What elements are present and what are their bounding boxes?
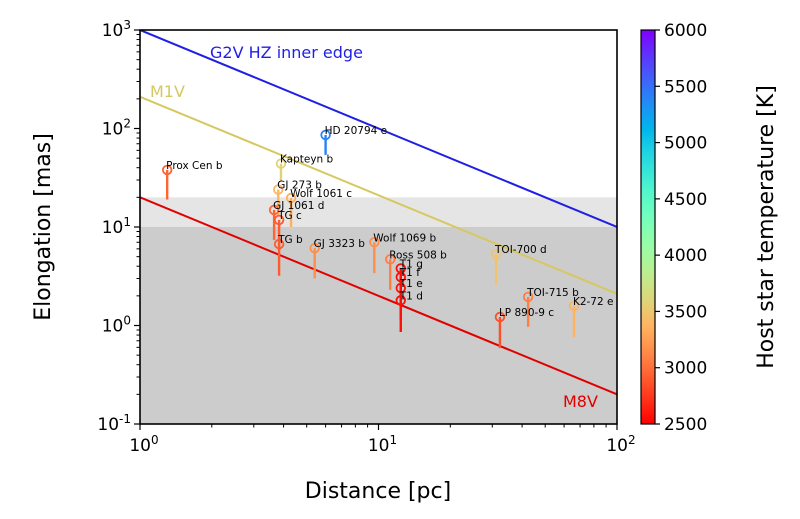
planet-label: Prox Cen b [166, 160, 223, 172]
reference-line-m1v [140, 95, 617, 295]
planet-label: T1 g [399, 258, 423, 270]
shaded-bands [140, 197, 617, 424]
colorbar-ticks: 2500 3000 3500 4000 4500 5000 5500 6000 [655, 21, 707, 435]
planet-point [161, 164, 173, 176]
x-tick-label: 102 [606, 433, 635, 456]
planet-marker: GJ 1061 d [268, 200, 324, 240]
colorbar-tick-label: 6000 [664, 21, 707, 41]
x-tick-label: 101 [368, 433, 397, 456]
planet-label: T1 f [399, 267, 420, 279]
planet-marker: LP 890-9 c [494, 307, 554, 349]
colorbar-label: Host star temperature [K] [754, 85, 779, 369]
planet-point [273, 184, 284, 195]
reference-line-g2v-hz-inner-edge [140, 30, 617, 228]
planet-point [268, 204, 280, 216]
planet-label: LP 890-9 c [499, 307, 554, 319]
planet-marker: Ross 508 b [385, 249, 447, 290]
reference-line-label: M8V [563, 392, 598, 411]
planet-point [320, 129, 331, 141]
planet-marker: Wolf 1061 c [285, 188, 352, 227]
reference-line-m8v [140, 196, 617, 396]
planet-label: GJ 3323 b [314, 238, 366, 250]
planet-label: Ross 508 b [389, 249, 447, 261]
planet-label: T1 e [399, 278, 423, 290]
planet-label: T1 d [399, 290, 423, 302]
planet-point [490, 248, 502, 260]
colorbar-tick-label: 5000 [664, 134, 707, 154]
colorbar-tick-label: 3000 [664, 359, 707, 379]
planet-label: GJ 273 b [277, 180, 322, 192]
colorbar-tick-label: 4500 [664, 190, 707, 210]
planet-point [568, 300, 580, 312]
shaded-band [140, 197, 617, 227]
planet-label: TG b [277, 234, 303, 246]
y-tick-label: 103 [102, 18, 131, 41]
planet-label: Wolf 1061 c [290, 188, 352, 200]
planet-label: GJ 1061 d [273, 200, 324, 212]
y-tick-label: 100 [102, 314, 131, 337]
planet-point [395, 271, 406, 283]
reference-lines [140, 30, 617, 396]
planet-point [275, 158, 287, 169]
y-tick-label: 102 [102, 117, 131, 140]
planet-point [285, 192, 297, 204]
planet-point [395, 282, 406, 294]
planet-marker: Kapteyn b [275, 154, 334, 182]
planet-marker: GJ 3323 b [309, 238, 366, 279]
colorbar-tick-label: 3500 [664, 302, 707, 322]
planet-marker: Wolf 1069 b [369, 232, 436, 274]
planet-marker: Prox Cen b [161, 160, 223, 200]
reference-line-label: M1V [150, 82, 185, 101]
planet-point [385, 254, 396, 265]
planet-label: TOI-715 b [526, 287, 579, 299]
planet-point [273, 214, 285, 226]
planet-marker: HD 20794 e [320, 125, 388, 155]
colorbar-tick-label: 4000 [664, 246, 707, 266]
planet-marker: TOI-715 b [522, 287, 579, 327]
y-axis-label: Elongation [mas] [31, 133, 56, 321]
planet-point [494, 311, 506, 323]
planet-marker: TG b [273, 234, 303, 276]
x-tick-label: 100 [129, 433, 158, 456]
planet-point [395, 295, 406, 306]
planet-point [522, 291, 534, 303]
planet-label: TOI-700 d [494, 244, 547, 256]
planet-label: HD 20794 e [325, 125, 388, 137]
y-tick-label: 10-1 [97, 412, 131, 435]
planet-label: Wolf 1069 b [373, 232, 436, 244]
planet-point [273, 238, 285, 250]
planet-point [369, 237, 380, 248]
x-axis-label: Distance [pc] [305, 479, 451, 504]
planet-marker: K2-72 e [568, 296, 614, 338]
planet-point [309, 242, 320, 254]
planet-label: K2-72 e [573, 296, 614, 308]
y-tick-label: 101 [102, 215, 131, 238]
planet-label: Kapteyn b [280, 154, 334, 166]
planet-marker: TOI-700 d [490, 244, 547, 285]
colorbar-tick-label: 5500 [664, 77, 707, 97]
colorbar [640, 29, 656, 425]
planet-marker: T1 d [395, 290, 423, 332]
colorbar-tick-label: 2500 [664, 415, 707, 435]
reference-line-label: G2V HZ inner edge [210, 43, 363, 62]
planet-label: TG c [277, 210, 302, 222]
shaded-band [140, 227, 617, 424]
